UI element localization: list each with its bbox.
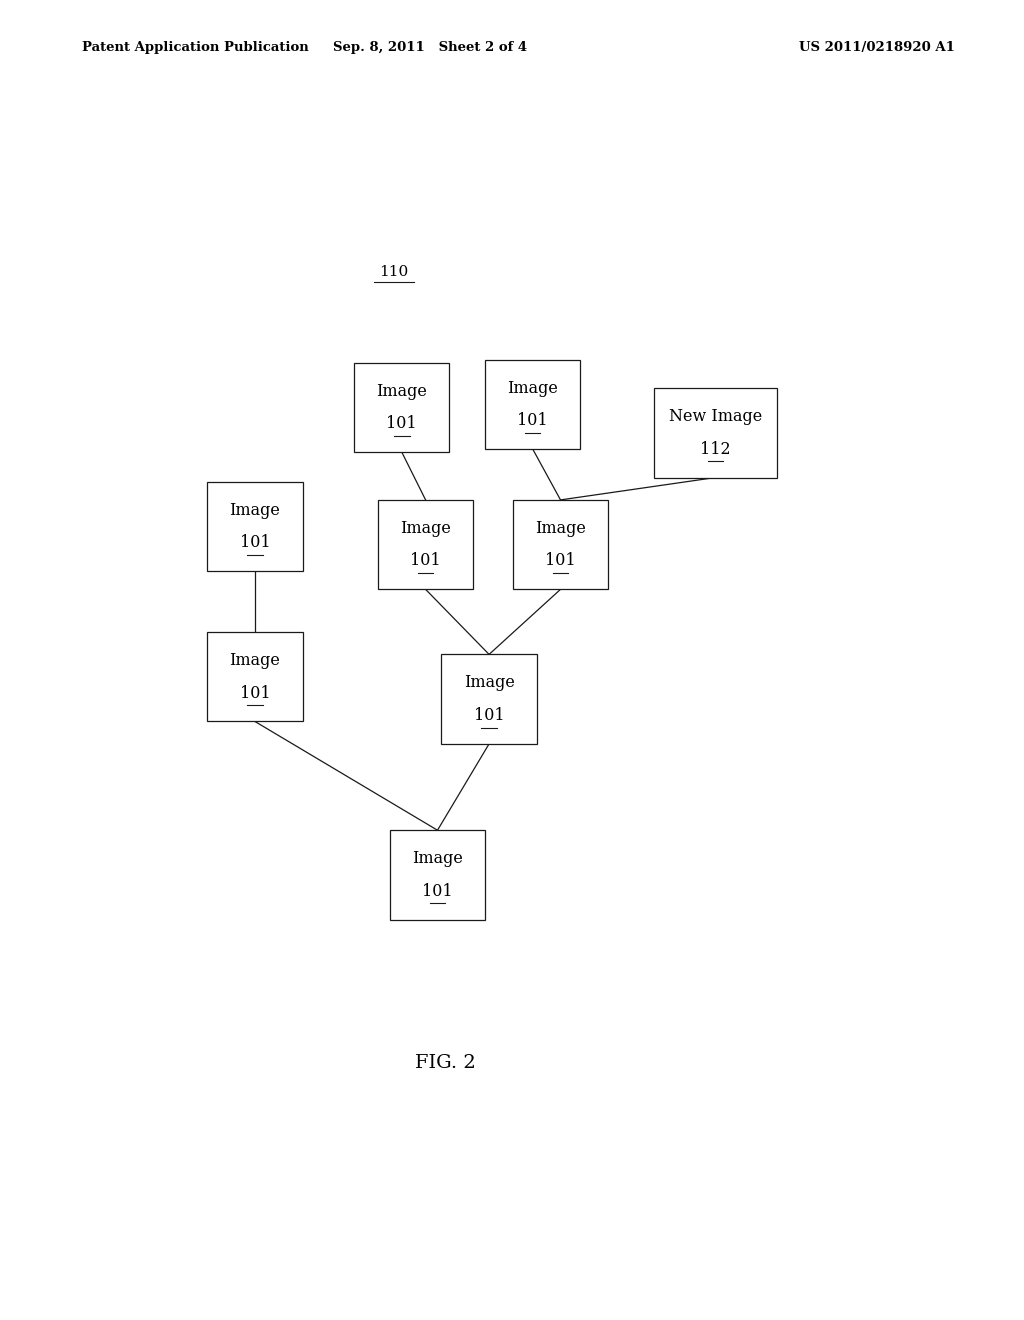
Text: Image: Image <box>464 675 514 692</box>
Text: 101: 101 <box>545 552 575 569</box>
Text: Image: Image <box>507 380 558 396</box>
FancyBboxPatch shape <box>653 388 777 478</box>
Text: US 2011/0218920 A1: US 2011/0218920 A1 <box>799 41 954 54</box>
Text: Image: Image <box>377 383 427 400</box>
Text: 101: 101 <box>411 552 441 569</box>
FancyBboxPatch shape <box>207 482 303 572</box>
Text: Image: Image <box>400 520 451 537</box>
Text: Image: Image <box>412 850 463 867</box>
Text: Image: Image <box>229 502 281 519</box>
FancyBboxPatch shape <box>485 359 581 449</box>
Text: 112: 112 <box>700 441 730 458</box>
Text: 101: 101 <box>422 883 453 900</box>
Text: Image: Image <box>229 652 281 669</box>
FancyBboxPatch shape <box>390 830 485 920</box>
Text: 101: 101 <box>386 416 417 432</box>
Text: Image: Image <box>536 520 586 537</box>
Text: 110: 110 <box>379 265 409 280</box>
Text: 101: 101 <box>240 685 270 701</box>
FancyBboxPatch shape <box>354 363 450 453</box>
FancyBboxPatch shape <box>207 632 303 722</box>
FancyBboxPatch shape <box>441 655 537 744</box>
Text: 101: 101 <box>517 412 548 429</box>
Text: 101: 101 <box>240 535 270 550</box>
Text: Patent Application Publication: Patent Application Publication <box>82 41 308 54</box>
FancyBboxPatch shape <box>513 500 608 589</box>
Text: Sep. 8, 2011   Sheet 2 of 4: Sep. 8, 2011 Sheet 2 of 4 <box>333 41 527 54</box>
Text: FIG. 2: FIG. 2 <box>415 1053 476 1072</box>
FancyBboxPatch shape <box>378 500 473 589</box>
Text: 101: 101 <box>474 708 505 723</box>
Text: New Image: New Image <box>669 408 762 425</box>
